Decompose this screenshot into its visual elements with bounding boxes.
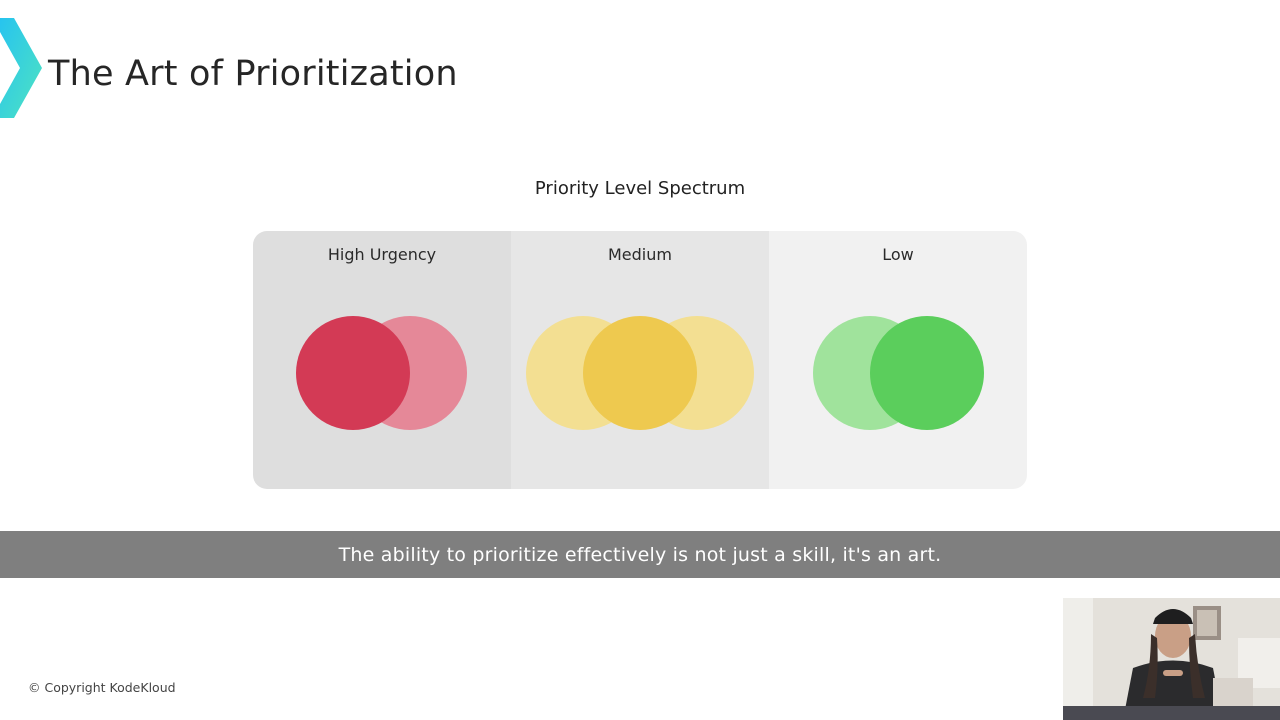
caption-text: The ability to prioritize effectively is… [338, 543, 942, 566]
panel-high-urgency: High Urgency [253, 231, 511, 489]
panel-label-low: Low [882, 245, 914, 264]
presenter-webcam [1063, 598, 1280, 720]
copyright-text: © Copyright KodeKloud [28, 680, 176, 695]
spectrum-title: Priority Level Spectrum [534, 178, 746, 199]
caption-bar: The ability to prioritize effectively is… [0, 531, 1280, 578]
high-urgency-primary-circle [296, 316, 410, 430]
priority-spectrum: High Urgency Medium Low [253, 231, 1027, 489]
kodekloud-chevron-logo-icon [0, 18, 42, 118]
slide-title: The Art of Prioritization [48, 54, 458, 94]
panel-label-high-urgency: High Urgency [327, 245, 437, 264]
panel-medium: Medium [511, 231, 769, 489]
panel-low: Low [769, 231, 1027, 489]
low-primary-circle [870, 316, 984, 430]
medium-primary-circle [583, 316, 697, 430]
panel-label-medium: Medium [608, 245, 672, 264]
presenter-figure-icon [1063, 598, 1280, 720]
